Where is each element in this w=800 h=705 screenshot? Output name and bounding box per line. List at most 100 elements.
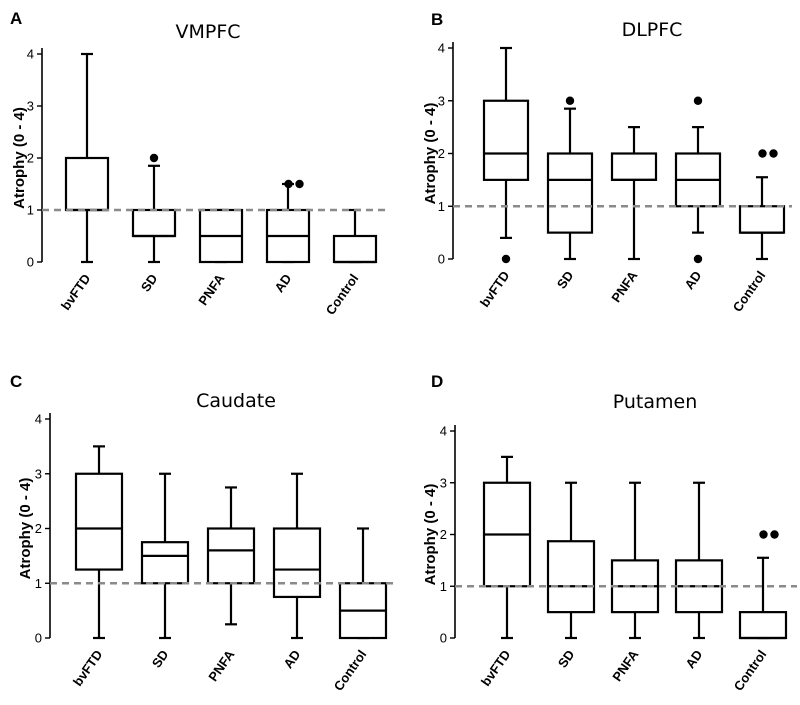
x-tick-label: bvFTD [70,647,105,689]
panel-b: B DLPFC Atrophy (0 - 4) 0 1 2 3 4 bvFTD SD PNFA AD C… [422,10,792,315]
outlier-point [295,179,304,189]
y-tick-label: 2 [440,527,447,542]
x-tick-label: Control [731,647,770,693]
box-iqr [738,611,788,640]
panel-c: C Caudate Atrophy (0 - 4) 0 1 2 3 4 bvFTD SD PNFA A… [10,372,397,694]
y-tick-label: 4 [27,47,34,62]
x-tick-label: SD [555,647,578,670]
box-ad [674,481,724,640]
box-control [738,149,786,261]
x-tick-label: bvFTD [58,271,93,313]
x-tick-label: bvFTD [478,647,513,689]
box-pnfa [206,486,256,626]
panel-title: Putamen [613,391,698,413]
x-tick-label: PNFA [608,268,641,306]
box-bvftd [482,46,530,264]
box-sd [546,96,594,261]
outlier-point [769,149,778,158]
box-bvftd [74,445,124,640]
box-ad [265,179,311,264]
box-pnfa [610,481,660,640]
panel-title: DLPFC [622,19,683,41]
y-tick-label: 0 [440,631,447,646]
x-tick-label: PNFA [609,647,642,685]
y-tick-label: 4 [440,424,447,439]
x-tick-label: SD [149,647,172,670]
box-bvftd [64,52,110,264]
outlier-point [693,254,703,264]
box-bvftd [482,455,532,640]
y-tick-label: 3 [35,466,42,481]
box-iqr [74,472,124,571]
outlier-point [759,530,768,539]
x-tick-label: AD [681,268,704,292]
x-tick-label: AD [271,271,294,295]
x-tick-label: Control [323,271,362,317]
x-tick-label: PNFA [195,271,228,309]
box-iqr [206,527,256,585]
box-sd [131,153,177,264]
y-tick-label: 2 [438,146,445,161]
y-tick-label: 4 [438,41,445,56]
y-tick-label: 2 [27,151,34,166]
box-sd [546,481,596,640]
y-axis-label: Atrophy (0 - 4) [422,103,439,205]
box-pnfa [198,208,244,264]
box-iqr [482,99,530,181]
y-tick-label: 4 [35,412,42,427]
box-pnfa [610,126,658,261]
y-tick-label: 0 [27,255,34,270]
x-tick-label: PNFA [205,647,238,685]
y-tick-label: 0 [438,252,445,267]
panel-letter: A [10,9,22,28]
y-tick-label: 1 [440,579,447,594]
y-tick-label: 1 [27,203,34,218]
y-tick-label: 3 [438,93,445,108]
box-ad [272,472,322,640]
panel-title: Caudate [196,390,276,412]
box-iqr [272,527,322,599]
box-control [332,208,378,264]
panel-letter: B [431,10,443,29]
panel-d: D Putamen Atrophy (0 - 4) 0 1 2 3 4 bvFTD SD PNFA A… [422,372,797,694]
outlier-point [565,96,575,105]
y-tick-label: 1 [35,576,42,591]
box-ad [674,96,722,264]
box-iqr [64,156,110,212]
box-iqr [140,541,190,585]
y-tick-label: 3 [440,475,447,490]
x-tick-label: SD [554,268,577,291]
y-tick-label: 1 [438,199,445,214]
outlier-point [770,530,779,539]
y-tick-label: 0 [35,631,42,646]
outlier-point [501,254,511,264]
box-iqr [546,152,594,234]
panel-letter: C [10,372,22,391]
y-tick-label: 2 [35,521,42,536]
outlier-point [758,149,767,158]
box-control [738,530,788,640]
outlier-point [693,96,703,105]
x-tick-label: Control [730,268,769,314]
box-iqr [738,205,786,234]
box-iqr [131,208,177,238]
x-tick-label: SD [138,271,161,294]
x-tick-label: AD [280,647,303,671]
x-tick-label: bvFTD [477,268,512,310]
panel-title: VMPFC [175,21,240,43]
y-axis-label: Atrophy (0 - 4) [422,484,439,586]
box-sd [140,472,190,640]
y-axis-label: Atrophy (0 - 4) [17,478,34,580]
y-tick-label: 3 [27,99,34,114]
panel-a: A VMPFC Atrophy (0 - 4) 0 1 2 3 4 bvFTD SD PNFA AD C… [10,9,390,318]
box-iqr [546,540,596,614]
outlier-point [149,153,159,163]
outlier-point [284,179,293,189]
box-iqr [610,152,658,181]
box-control [338,527,388,640]
panel-letter: D [431,372,443,391]
x-tick-label: Control [331,647,370,693]
x-tick-label: AD [682,647,705,671]
box-iqr [332,234,378,264]
